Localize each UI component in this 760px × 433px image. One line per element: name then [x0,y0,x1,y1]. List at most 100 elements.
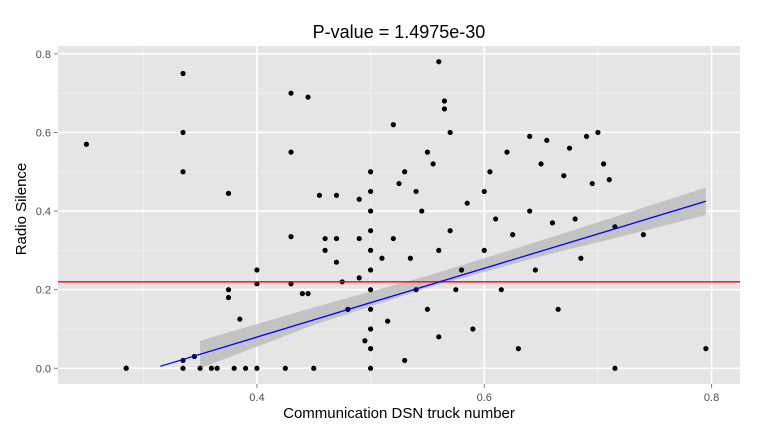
data-point [367,326,374,332]
x-axis-label: Communication DSN truck number [283,405,515,422]
x-tick-label: 0.6 [477,392,492,404]
data-point [441,106,448,112]
data-point [316,192,323,198]
data-point [515,346,521,352]
data-point [544,137,550,143]
data-point [578,255,584,261]
data-point [481,188,487,195]
data-point [493,216,499,222]
data-point [356,235,362,242]
data-point [367,247,374,253]
data-point [237,316,243,322]
data-point [407,255,413,261]
data-point [288,90,294,96]
y-tick-label: 0.2 [36,285,51,297]
data-point [498,287,504,293]
data-point [214,365,220,371]
data-point [402,357,408,364]
data-point [367,365,374,371]
data-point [487,169,493,175]
data-point [527,208,533,214]
data-point [83,141,90,147]
data-point [225,287,232,293]
data-point [288,149,294,155]
data-point [402,169,408,175]
data-point [481,247,487,253]
data-point [612,365,618,371]
data-point [123,365,129,371]
x-tick-label: 0.4 [249,392,264,404]
x-axis-ticks: 0.4 0.6 0.8 [249,384,719,404]
data-point [225,294,232,301]
data-point [532,267,539,273]
minor-gridlines [58,46,740,384]
data-point [180,365,186,371]
data-point [390,122,396,128]
data-point [436,59,442,65]
data-point [367,267,374,273]
data-point [413,188,419,195]
data-point [305,291,311,297]
data-point [225,190,232,196]
data-point [583,133,590,139]
data-point [180,129,186,136]
chart-title: P-value = 1.4975e-30 [313,22,486,42]
data-point [572,216,578,222]
data-point [305,94,311,100]
data-point [180,70,186,77]
data-point [367,228,374,234]
y-axis-ticks: 0.0 0.2 0.4 0.6 0.8 [36,49,58,375]
data-point [510,232,516,238]
data-point [703,346,709,352]
data-point [419,208,425,214]
data-point [538,161,544,167]
lines-layer [58,200,740,367]
data-point [458,267,465,273]
data-point [367,169,374,175]
data-point [436,334,442,340]
data-point [447,129,453,136]
data-point [424,149,431,155]
data-point [282,365,288,371]
data-point [299,291,305,297]
data-point [606,177,612,183]
data-point [390,235,396,242]
data-point [362,338,368,344]
data-point [430,161,436,167]
data-point [367,306,374,312]
x-tick-label: 0.8 [704,392,719,404]
y-tick-label: 0.0 [36,363,51,375]
data-point [180,169,186,175]
data-point [288,234,294,240]
data-point [527,133,533,139]
data-point [231,365,237,371]
data-point [367,208,374,214]
y-tick-label: 0.8 [36,49,51,61]
data-point [549,220,556,226]
data-point [595,129,601,136]
points-layer [83,59,709,371]
data-point [254,281,260,287]
data-point [566,145,573,151]
data-point [453,287,459,293]
regression-line [160,200,707,367]
data-point [424,306,431,312]
data-point [640,232,646,238]
data-point [322,247,328,253]
data-point [436,247,442,253]
data-point [333,259,340,265]
y-tick-label: 0.4 [36,206,51,218]
data-point [254,267,260,273]
data-point [333,235,340,242]
data-point [333,192,340,198]
data-point [367,188,374,195]
data-point [385,318,391,324]
y-axis-label: Radio Silence [13,163,30,256]
data-point [396,180,402,187]
data-point [470,326,476,332]
major-gridlines [58,46,740,384]
data-point [504,149,510,155]
data-point [356,275,362,281]
data-point [464,200,470,206]
